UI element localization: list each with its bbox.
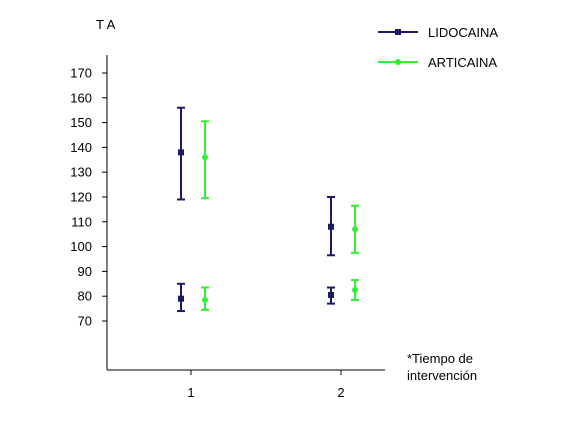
series-articaina — [201, 120, 359, 311]
legend-item-articaina: ARTICAINA — [378, 55, 497, 70]
series-lidocaina — [177, 106, 335, 313]
note-line-1: *Tiempo de — [407, 351, 473, 366]
y-ticks: 70 80 90 100 110 120 130 140 150 160 170 — [70, 66, 107, 329]
y-tick-label: 90 — [78, 264, 92, 279]
y-tick-label: 80 — [78, 289, 92, 304]
y-tick-label: 150 — [70, 115, 92, 130]
legend-label: ARTICAINA — [428, 55, 497, 70]
y-axis-label: T A — [96, 17, 116, 32]
y-tick-label: 70 — [78, 314, 92, 329]
data-point — [328, 291, 334, 298]
y-tick-label: 140 — [70, 140, 92, 155]
data-point — [352, 226, 358, 233]
y-tick-label: 110 — [71, 214, 92, 229]
legend-label: LIDOCAINA — [428, 25, 498, 40]
legend-marker — [395, 59, 401, 65]
legend-marker — [395, 29, 401, 35]
y-tick-label: 100 — [70, 239, 92, 254]
data-point — [178, 295, 184, 302]
data-point — [178, 149, 184, 156]
data-point — [202, 154, 208, 161]
x-tick-label: 1 — [187, 385, 194, 400]
legend: LIDOCAINA ARTICAINA — [378, 25, 498, 70]
x-tick-label: 2 — [337, 385, 344, 400]
y-tick-label: 160 — [70, 90, 92, 105]
data-point — [328, 223, 334, 230]
legend-item-lidocaina: LIDOCAINA — [378, 25, 498, 40]
data-point — [352, 287, 358, 293]
data-point — [202, 296, 208, 303]
axes — [106, 55, 385, 371]
y-tick-label: 170 — [70, 66, 92, 81]
note-line-2: intervención — [407, 368, 477, 383]
y-tick-label: 120 — [70, 190, 92, 205]
series-layer — [177, 106, 359, 313]
y-tick-label: 130 — [70, 165, 92, 180]
